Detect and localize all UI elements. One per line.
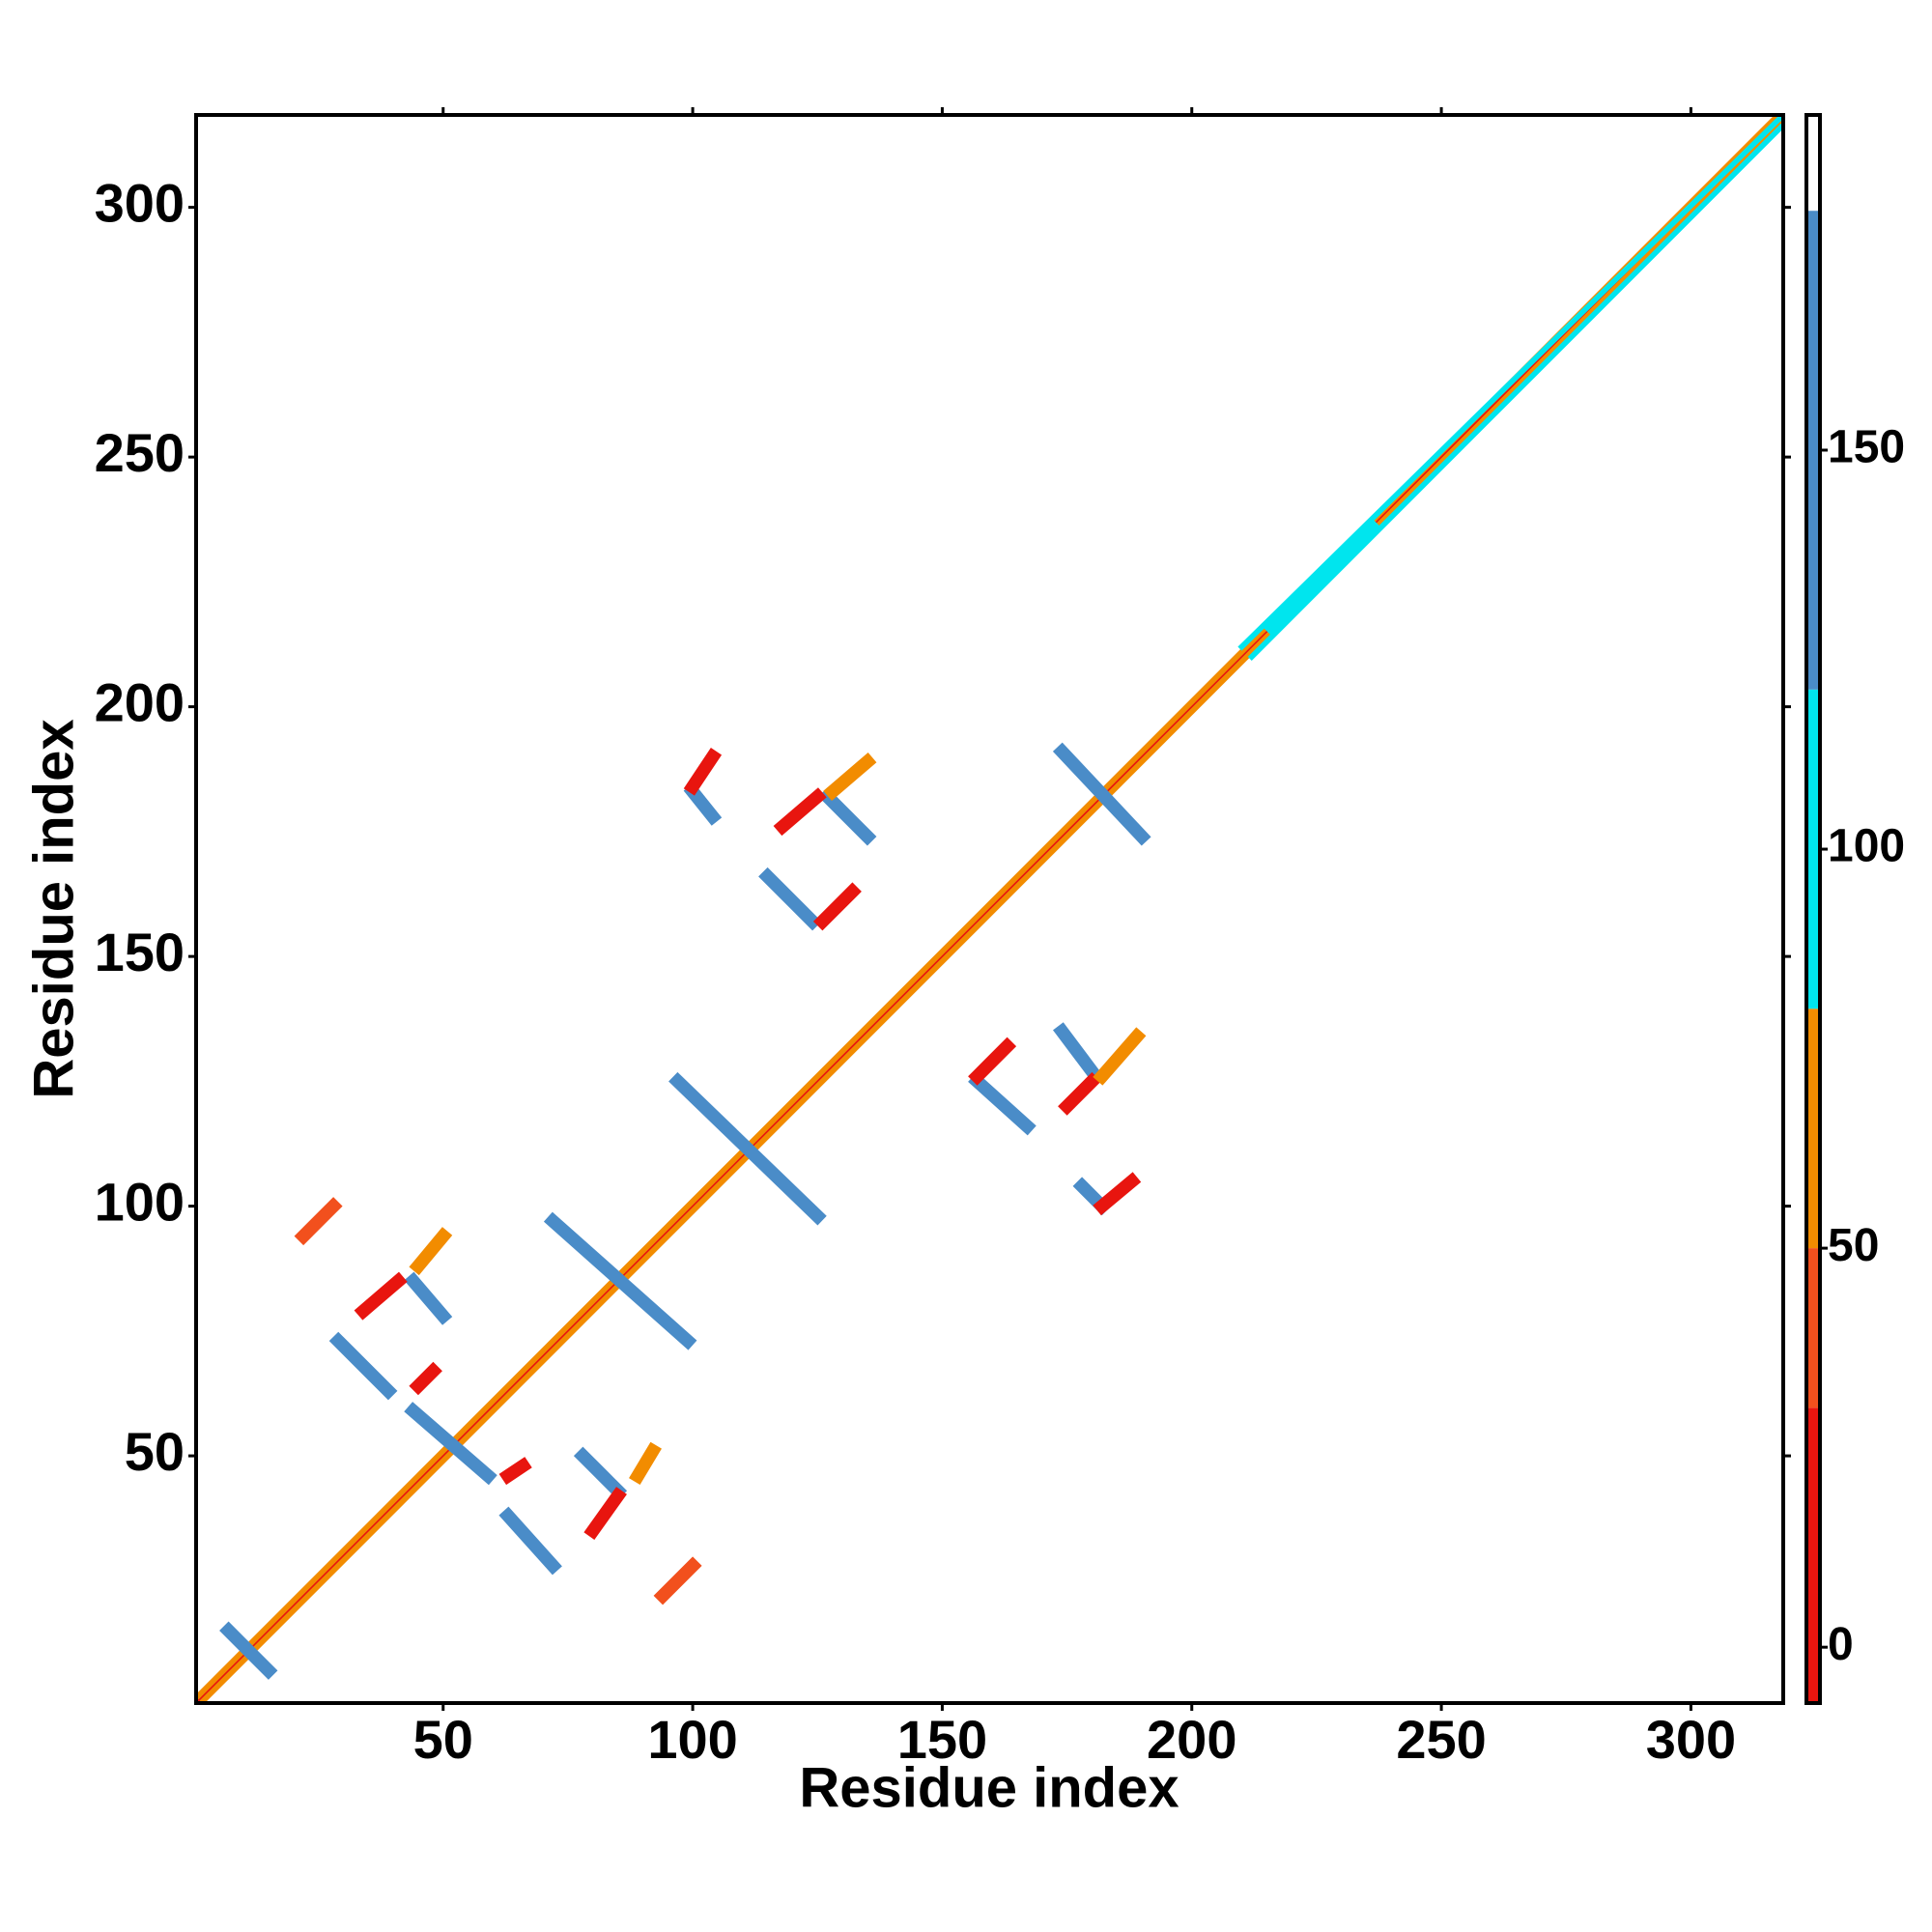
x-tick-label: 150	[897, 1709, 987, 1770]
contact-band	[812, 882, 862, 931]
contact-band	[1093, 1027, 1147, 1086]
contact-band	[543, 1211, 697, 1350]
x-axis-label: Residue index	[799, 1756, 1179, 1819]
colorbar-segment	[1806, 689, 1820, 1009]
contact-band	[1093, 1172, 1142, 1216]
y-tick-label: 250	[95, 422, 185, 483]
contact-band	[409, 1227, 453, 1276]
contact-band	[823, 753, 877, 801]
contact-band	[1262, 518, 1381, 637]
contact-band	[354, 1271, 408, 1321]
contact-band	[818, 787, 877, 846]
y-tick-label: 200	[95, 671, 185, 732]
colorbar-tick-label: 150	[1828, 422, 1905, 473]
colorbar-segment	[1806, 211, 1820, 690]
contact-band	[294, 1197, 343, 1246]
contact-band	[653, 1556, 702, 1605]
colorbar-tick-label: 100	[1828, 821, 1905, 872]
x-tick-label: 100	[647, 1709, 737, 1770]
y-tick-label: 300	[95, 172, 185, 233]
colorbar-tick-label: 50	[1828, 1220, 1879, 1271]
y-axis-label: Residue index	[22, 719, 85, 1098]
x-tick-label: 300	[1646, 1709, 1736, 1770]
colorbar-segment	[1806, 1407, 1820, 1703]
contact-band	[573, 1446, 628, 1500]
contact-band	[219, 1621, 278, 1680]
contact-band	[498, 1457, 532, 1486]
contact-band	[968, 1071, 1037, 1136]
y-tick-label: 50	[125, 1421, 185, 1482]
x-tick-label: 200	[1147, 1709, 1236, 1770]
contact-band	[629, 1441, 662, 1485]
contact-band	[498, 1506, 562, 1576]
contact-band	[683, 748, 723, 796]
contact-band	[1058, 1071, 1101, 1116]
contact-band	[404, 1402, 497, 1486]
x-tick-label: 250	[1396, 1709, 1486, 1770]
y-tick-label: 150	[95, 922, 185, 982]
contact-band	[1247, 123, 1785, 661]
contact-band	[409, 1361, 442, 1396]
contact-band	[404, 1271, 453, 1325]
contact-band	[683, 782, 723, 826]
x-tick-label: 50	[413, 1709, 473, 1770]
contact-band	[583, 1487, 627, 1541]
contact-band	[668, 1071, 827, 1226]
contact-band	[968, 1037, 1017, 1086]
contact-band	[194, 113, 1785, 1705]
colorbar-segment	[1806, 1248, 1820, 1408]
plot-frame	[194, 113, 1785, 1705]
colorbar-frame	[1804, 113, 1822, 1705]
contact-band	[328, 1331, 398, 1401]
colorbar-tick-label: 0	[1828, 1619, 1854, 1670]
colorbar-segment	[1806, 115, 1820, 212]
contact-band	[773, 787, 827, 837]
contact-band	[199, 118, 1785, 1705]
contact-band	[1052, 742, 1151, 846]
y-tick-label: 100	[95, 1171, 185, 1232]
colorbar-segment	[1806, 1009, 1820, 1249]
contact-band	[758, 867, 822, 931]
contact-band	[1053, 1022, 1101, 1081]
